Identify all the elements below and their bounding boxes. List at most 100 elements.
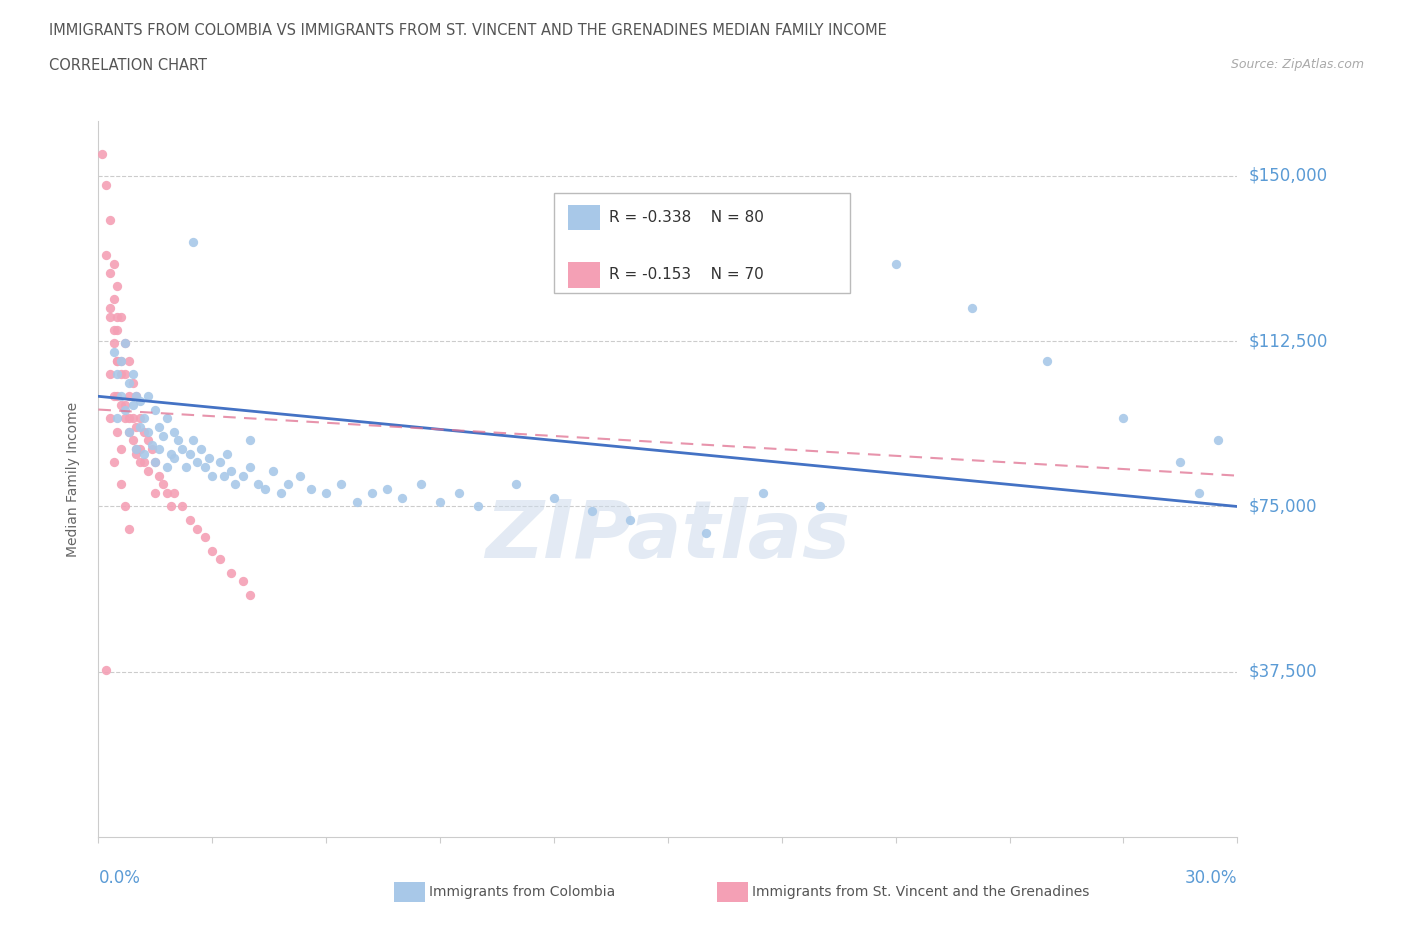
- Point: [159, 499, 181, 514]
- Point: [208, 455, 231, 470]
- Point: [619, 512, 641, 527]
- Point: [330, 477, 353, 492]
- Y-axis label: Median Family Income: Median Family Income: [66, 402, 80, 556]
- Point: [808, 499, 831, 514]
- Point: [1188, 485, 1211, 500]
- Point: [1208, 433, 1230, 448]
- Point: [141, 442, 163, 457]
- Point: [107, 353, 129, 368]
- Point: [103, 292, 125, 307]
- Point: [118, 376, 141, 391]
- Text: R = -0.153    N = 70: R = -0.153 N = 70: [609, 267, 763, 283]
- Point: [125, 389, 148, 404]
- Point: [186, 455, 208, 470]
- Point: [360, 485, 382, 500]
- Point: [136, 433, 159, 448]
- Point: [411, 477, 433, 492]
- Point: [581, 503, 603, 518]
- Point: [201, 468, 224, 483]
- Point: [224, 477, 246, 492]
- Point: [375, 482, 398, 497]
- Point: [141, 437, 163, 452]
- Point: [136, 424, 159, 439]
- Point: [543, 490, 565, 505]
- Point: [170, 499, 193, 514]
- Point: [103, 389, 125, 404]
- Point: [270, 485, 292, 500]
- Point: [197, 450, 219, 465]
- Point: [239, 459, 262, 474]
- Point: [136, 464, 159, 479]
- Point: [118, 353, 141, 368]
- Point: [103, 345, 125, 360]
- Point: [152, 477, 174, 492]
- Point: [94, 178, 117, 193]
- Point: [163, 450, 186, 465]
- Point: [107, 411, 129, 426]
- Point: [132, 455, 155, 470]
- Point: [152, 429, 174, 444]
- Text: CORRELATION CHART: CORRELATION CHART: [49, 58, 207, 73]
- Point: [239, 587, 262, 602]
- Point: [103, 455, 125, 470]
- Point: [208, 551, 231, 566]
- FancyBboxPatch shape: [554, 193, 851, 293]
- Point: [110, 353, 132, 368]
- Point: [94, 248, 117, 263]
- Point: [125, 419, 148, 434]
- Point: [1112, 411, 1135, 426]
- Point: [148, 442, 170, 457]
- Point: [110, 477, 132, 492]
- Point: [98, 213, 121, 228]
- Point: [315, 485, 337, 500]
- Point: [201, 543, 224, 558]
- Point: [159, 446, 181, 461]
- Point: [179, 446, 201, 461]
- Point: [505, 477, 527, 492]
- Point: [129, 419, 152, 434]
- Point: [110, 353, 132, 368]
- Point: [1036, 353, 1059, 368]
- Point: [107, 279, 129, 294]
- Point: [121, 376, 143, 391]
- Point: [98, 411, 121, 426]
- Point: [121, 366, 143, 381]
- Point: [121, 398, 143, 413]
- Point: [212, 468, 235, 483]
- Point: [107, 366, 129, 381]
- Point: [217, 446, 239, 461]
- Point: [118, 521, 141, 536]
- Point: [114, 336, 136, 351]
- Point: [129, 455, 152, 470]
- Point: [145, 485, 167, 500]
- Point: [156, 485, 179, 500]
- Point: [103, 336, 125, 351]
- Text: $75,000: $75,000: [1249, 498, 1317, 515]
- Point: [132, 411, 155, 426]
- Point: [118, 424, 141, 439]
- Text: ZIPatlas: ZIPatlas: [485, 498, 851, 576]
- Point: [107, 323, 129, 338]
- Point: [118, 424, 141, 439]
- Point: [960, 300, 983, 315]
- Point: [114, 398, 136, 413]
- Point: [163, 424, 186, 439]
- Point: [288, 468, 311, 483]
- Point: [232, 574, 254, 589]
- Point: [145, 402, 167, 417]
- Point: [129, 411, 152, 426]
- Point: [145, 455, 167, 470]
- Point: [145, 455, 167, 470]
- Point: [221, 565, 243, 580]
- Point: [186, 521, 208, 536]
- Text: $112,500: $112,500: [1249, 332, 1327, 351]
- Point: [107, 310, 129, 325]
- Point: [467, 499, 489, 514]
- Point: [221, 464, 243, 479]
- Point: [110, 310, 132, 325]
- Point: [114, 366, 136, 381]
- Point: [110, 366, 132, 381]
- Point: [103, 323, 125, 338]
- Point: [125, 442, 148, 457]
- Point: [232, 468, 254, 483]
